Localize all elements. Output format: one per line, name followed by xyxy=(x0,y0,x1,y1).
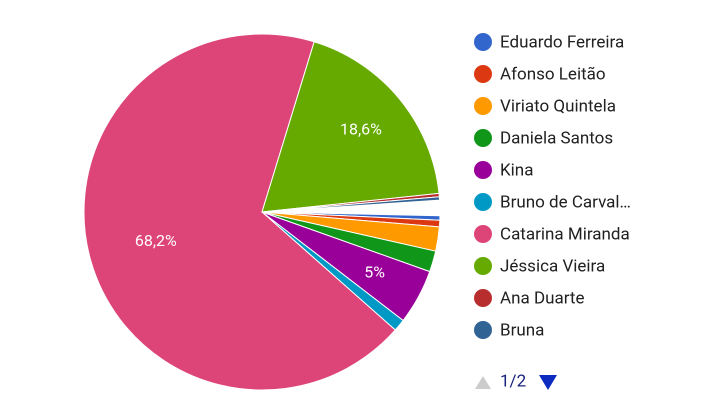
legend-swatch xyxy=(474,257,492,275)
pie-slice xyxy=(83,33,396,391)
slice-label: 5% xyxy=(364,262,385,281)
legend-label: Daniela Santos xyxy=(500,128,613,148)
legend-label: Eduardo Ferreira xyxy=(500,32,624,52)
legend-swatch xyxy=(474,129,492,147)
page-prev[interactable] xyxy=(475,376,491,389)
legend-label: Viriato Quintela xyxy=(500,96,616,116)
pie-slice xyxy=(261,196,441,213)
pie: 5% 68,2% 18,6% xyxy=(83,33,441,391)
legend: Eduardo Ferreira Afonso Leitão Viriato Qui… xyxy=(474,32,631,340)
legend-label: Bruna xyxy=(500,320,544,340)
legend-swatch xyxy=(474,321,492,339)
legend-swatch xyxy=(474,225,492,243)
legend-label: Kina xyxy=(500,160,533,180)
legend-swatch xyxy=(474,65,492,83)
legend-label: Afonso Leitão xyxy=(500,64,606,84)
page-indicator: 1/2 xyxy=(500,371,526,391)
legend-label: Catarina Miranda xyxy=(500,224,630,244)
pie-slice xyxy=(261,41,440,213)
legend-label: Jéssica Vieira xyxy=(500,256,605,276)
legend-label: Ana Duarte xyxy=(500,288,584,308)
legend-label: Bruno de Carval… xyxy=(500,192,631,212)
legend-swatch xyxy=(474,193,492,211)
slice-label: 68,2% xyxy=(135,231,177,250)
legend-swatch xyxy=(474,289,492,307)
slice-label: 18,6% xyxy=(340,120,382,139)
legend-swatch xyxy=(474,161,492,179)
legend-swatch xyxy=(474,97,492,115)
legend-swatch xyxy=(474,33,492,51)
page-next[interactable] xyxy=(539,375,557,390)
